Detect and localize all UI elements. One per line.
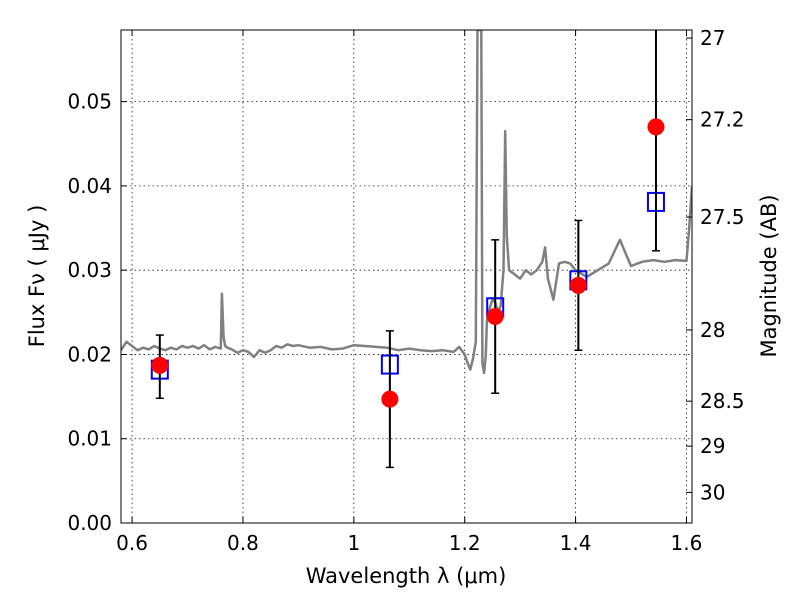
axes: 0.6 0.8 1 1.2 1.4 1.6 0.00 0.01 0.02 0.03 0.04 0.05…	[67, 26, 744, 555]
x-tick-label: 1.4	[560, 531, 592, 555]
y-tick-label: 0.05	[67, 90, 112, 114]
x-tick-label: 1.2	[449, 531, 481, 555]
plot-frame	[120, 29, 693, 524]
plot-area	[121, 30, 692, 469]
x-tick-label: 0.6	[116, 531, 148, 555]
observed-flux-point	[381, 390, 399, 408]
x-axis-title: Wavelength λ (μm)	[306, 564, 507, 588]
right-tick-label: 29	[700, 434, 725, 458]
grid-lines	[121, 30, 692, 524]
right-tick-label: 30	[700, 480, 725, 504]
right-axis-title: Magnitude (AB)	[757, 194, 781, 357]
observed-flux-point	[151, 356, 169, 374]
y-tick-label: 0.01	[67, 427, 112, 451]
right-tick-label: 27.2	[700, 108, 745, 132]
observed-flux-point	[647, 118, 665, 136]
right-tick-label: 27	[700, 26, 725, 50]
y-tick-label: 0.04	[67, 174, 112, 198]
x-tick-label: 1	[347, 531, 360, 555]
x-tick-label: 1.6	[671, 531, 703, 555]
plot-content	[121, 30, 692, 469]
right-tick-label: 27.5	[700, 205, 745, 229]
right-tick-label: 28.5	[700, 389, 745, 413]
y-tick-label: 0.00	[67, 511, 112, 535]
observed-flux-point	[486, 308, 504, 326]
x-tick-label: 0.8	[227, 531, 259, 555]
sed-model-line	[121, 30, 692, 375]
observed-flux-point	[569, 276, 587, 294]
right-tick-label: 28	[700, 318, 725, 342]
y-tick-label: 0.02	[67, 342, 112, 366]
y-axis-title: Flux Fν ( μJy )	[25, 205, 49, 348]
y-tick-label: 0.03	[67, 258, 112, 282]
